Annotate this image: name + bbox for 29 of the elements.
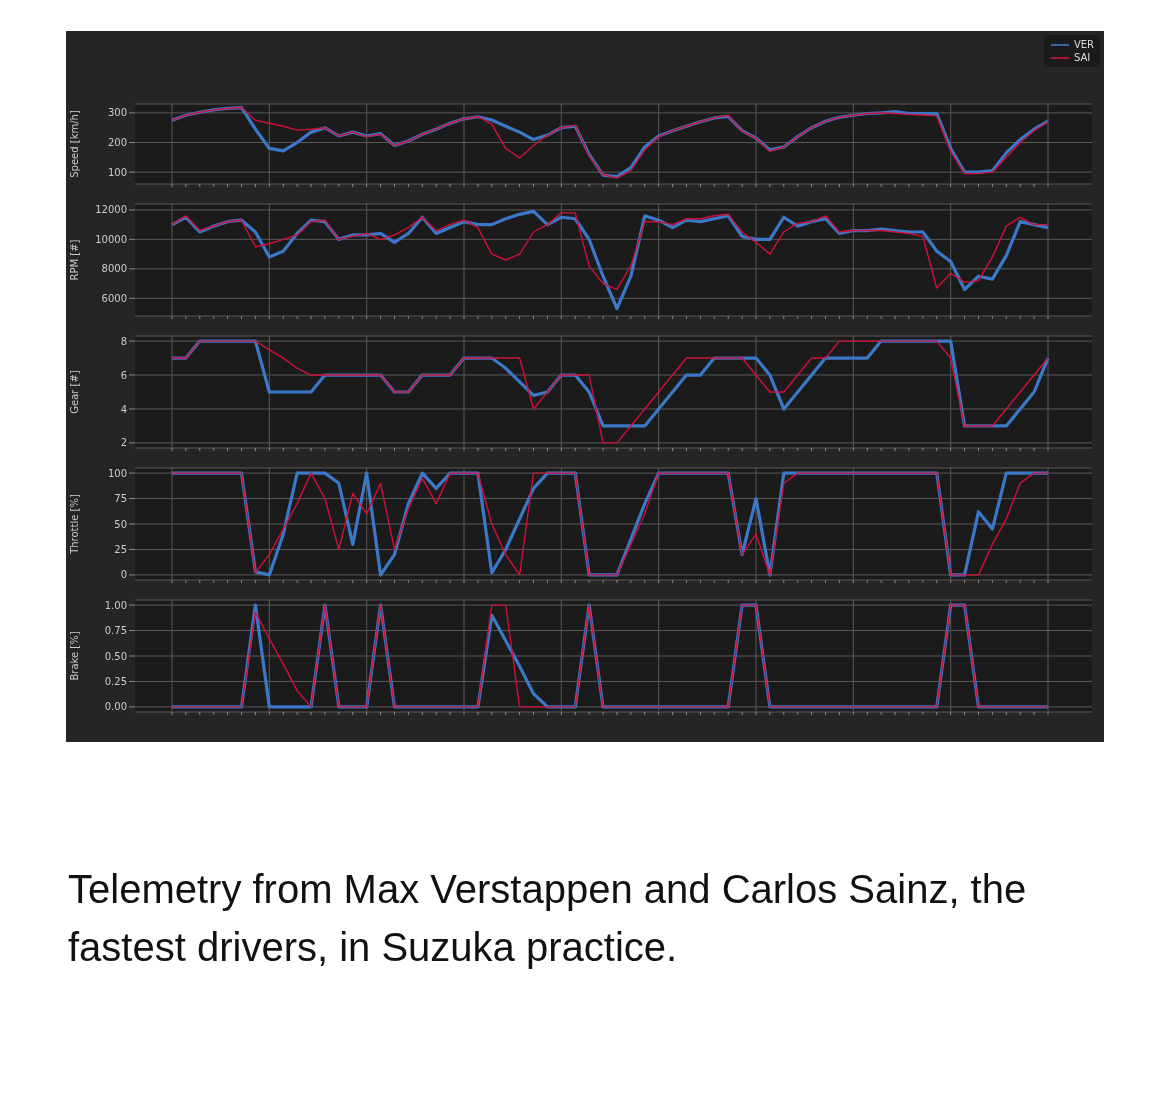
legend-label: SAI xyxy=(1073,51,1091,64)
y-tick-label: 50 xyxy=(114,518,127,530)
y-tick-label: 25 xyxy=(114,544,127,555)
y-tick-label: 0.75 xyxy=(104,625,127,637)
y-axis-title: Speed [km/h] xyxy=(68,110,80,178)
text: Telemetry from Max Verstappen and Carlos Sainz, the fastest drivers, in Suzuka practice. xyxy=(68,866,1028,971)
y-tick-label: 75 xyxy=(114,493,127,505)
y-tick-label: 6 xyxy=(120,369,127,381)
y-tick-label: 12000 xyxy=(95,204,127,216)
y-tick-label: 4 xyxy=(120,403,127,415)
y-axis-title: Brake [%] xyxy=(68,631,80,681)
y-axis-title: Gear [#] xyxy=(68,370,80,414)
y-tick-label: 0.50 xyxy=(104,650,127,662)
legend-label: VER xyxy=(1073,38,1094,51)
y-axis-title: Throttle [%] xyxy=(68,494,80,555)
y-tick-label: 8000 xyxy=(101,263,127,275)
y-tick-label: 6000 xyxy=(101,292,127,304)
y-tick-label: 10000 xyxy=(95,233,127,245)
y-tick-label: 100 xyxy=(107,166,127,178)
y-tick-label: 200 xyxy=(107,137,127,149)
y-tick-label: 0.25 xyxy=(104,676,127,687)
y-tick-label: 1.00 xyxy=(104,599,127,611)
y-tick-label: 0 xyxy=(120,569,127,581)
y-tick-label: 300 xyxy=(107,107,127,119)
y-tick-label: 8 xyxy=(120,335,127,347)
y-tick-label: 0.00 xyxy=(104,701,127,713)
y-tick-label: 100 xyxy=(107,467,127,479)
y-axis-title: RPM [#] xyxy=(68,239,80,281)
y-tick-label: 2 xyxy=(120,437,127,449)
